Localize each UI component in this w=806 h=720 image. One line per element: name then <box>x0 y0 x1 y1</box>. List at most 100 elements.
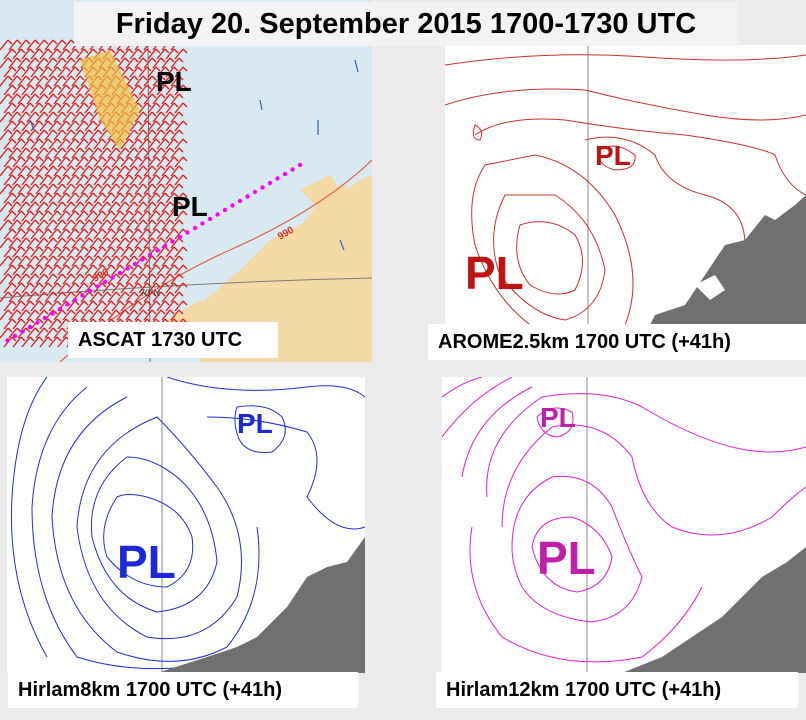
wind-barb-tick <box>43 201 49 207</box>
wind-barb-tick <box>128 48 134 54</box>
wind-barb-tick <box>155 300 161 306</box>
wind-barb <box>71 57 81 69</box>
wind-barb <box>8 183 18 195</box>
wind-barb-tick <box>142 201 148 207</box>
wind-barb-tick <box>164 174 170 180</box>
rain-flag <box>215 212 220 217</box>
wind-barb <box>80 183 90 195</box>
wind-barb-tick <box>16 93 22 99</box>
wind-barb-tick <box>146 228 152 234</box>
rain-flag <box>275 176 280 181</box>
wind-barb-tick <box>65 174 71 180</box>
wind-barb-tick <box>47 210 53 216</box>
wind-barb-tick <box>169 273 175 279</box>
wind-barb <box>111 246 121 258</box>
wind-barb-tick <box>70 255 76 261</box>
wind-barb-tick <box>115 291 121 297</box>
wind-barb <box>84 210 94 222</box>
wind-barb-tick <box>92 210 98 216</box>
wind-barb <box>39 246 49 258</box>
wind-barb-tick <box>133 57 139 63</box>
rain-flag <box>72 297 78 303</box>
wind-barb <box>71 183 81 195</box>
wind-barb-tick <box>61 309 67 315</box>
wind-barb <box>84 246 94 258</box>
wind-barb <box>12 282 22 294</box>
arome-panel: PL PL <box>445 45 806 360</box>
wind-barb <box>21 84 31 96</box>
wind-barb <box>30 66 40 78</box>
wind-barb <box>57 318 67 330</box>
rain-flag <box>245 194 250 199</box>
wind-barb-tick <box>61 111 67 117</box>
wind-barb <box>17 39 27 51</box>
wind-barb-tick <box>11 84 17 90</box>
wind-barb <box>93 228 103 240</box>
wind-barb-tick <box>92 174 98 180</box>
wind-barb-tick <box>29 66 35 72</box>
wind-barb-tick <box>178 273 184 279</box>
wind-barb <box>44 39 54 51</box>
wind-barb-tick <box>20 138 26 144</box>
wind-barb <box>39 282 49 294</box>
rain-flag <box>12 333 18 339</box>
wind-barb-tick <box>38 84 44 90</box>
wind-barb <box>89 183 99 195</box>
wind-barb <box>26 111 36 123</box>
wind-barb-tick <box>146 48 152 54</box>
wind-barb <box>84 300 94 312</box>
wind-barb <box>62 183 72 195</box>
wind-barb <box>0 57 9 69</box>
wind-barb <box>138 282 148 294</box>
wind-barb <box>138 84 148 96</box>
wind-barb <box>66 102 76 114</box>
wind-barb-tick <box>137 102 143 108</box>
wind-barb <box>35 237 45 249</box>
wind-barb <box>44 183 54 195</box>
wind-barb-tick <box>133 273 139 279</box>
wind-barb-tick <box>88 165 94 171</box>
wind-barb <box>26 201 36 213</box>
wind-barb <box>165 102 175 114</box>
wind-barb-tick <box>88 255 94 261</box>
wind-barb <box>75 264 85 276</box>
wind-barb-tick <box>25 237 31 243</box>
wind-barb <box>30 84 40 96</box>
wind-barb <box>138 174 148 186</box>
wind-barb-tick <box>47 228 53 234</box>
wind-barb-tick <box>92 264 98 270</box>
wind-barb-tick <box>65 210 71 216</box>
wind-barb <box>62 273 72 285</box>
wind-barb-tick <box>74 120 80 126</box>
wind-barb <box>8 309 18 321</box>
wind-barb <box>0 39 9 51</box>
wind-barb-tick <box>110 228 116 234</box>
wind-barb-tick <box>25 255 31 261</box>
wind-barb-tick <box>7 327 13 333</box>
wind-barb-tick <box>56 300 62 306</box>
wind-barb <box>170 309 180 321</box>
wind-barb-tick <box>34 147 40 153</box>
wind-barb-tick <box>74 84 80 90</box>
wind-barb-tick <box>29 84 35 90</box>
wind-barb-tick <box>110 192 116 198</box>
wind-barb-tick <box>34 327 40 333</box>
wind-barb-tick <box>106 309 112 315</box>
wind-barb-tick <box>137 156 143 162</box>
wind-barb-tick <box>160 219 166 225</box>
wind-barb-tick <box>20 66 26 72</box>
wind-barb-tick <box>83 174 89 180</box>
wind-barb <box>17 165 27 177</box>
wind-barb-tick <box>133 255 139 261</box>
wind-barb-tick <box>124 165 130 171</box>
wind-barb-tick <box>79 111 85 117</box>
wind-barb <box>48 66 58 78</box>
wind-barb <box>174 300 184 312</box>
wind-barb-tick <box>110 138 116 144</box>
wind-barb-tick <box>164 210 170 216</box>
wind-barb-tick <box>160 129 166 135</box>
polar-low-main: PL <box>465 247 524 299</box>
wind-barb <box>147 84 157 96</box>
wind-barb <box>89 255 99 267</box>
wind-barb <box>26 129 36 141</box>
